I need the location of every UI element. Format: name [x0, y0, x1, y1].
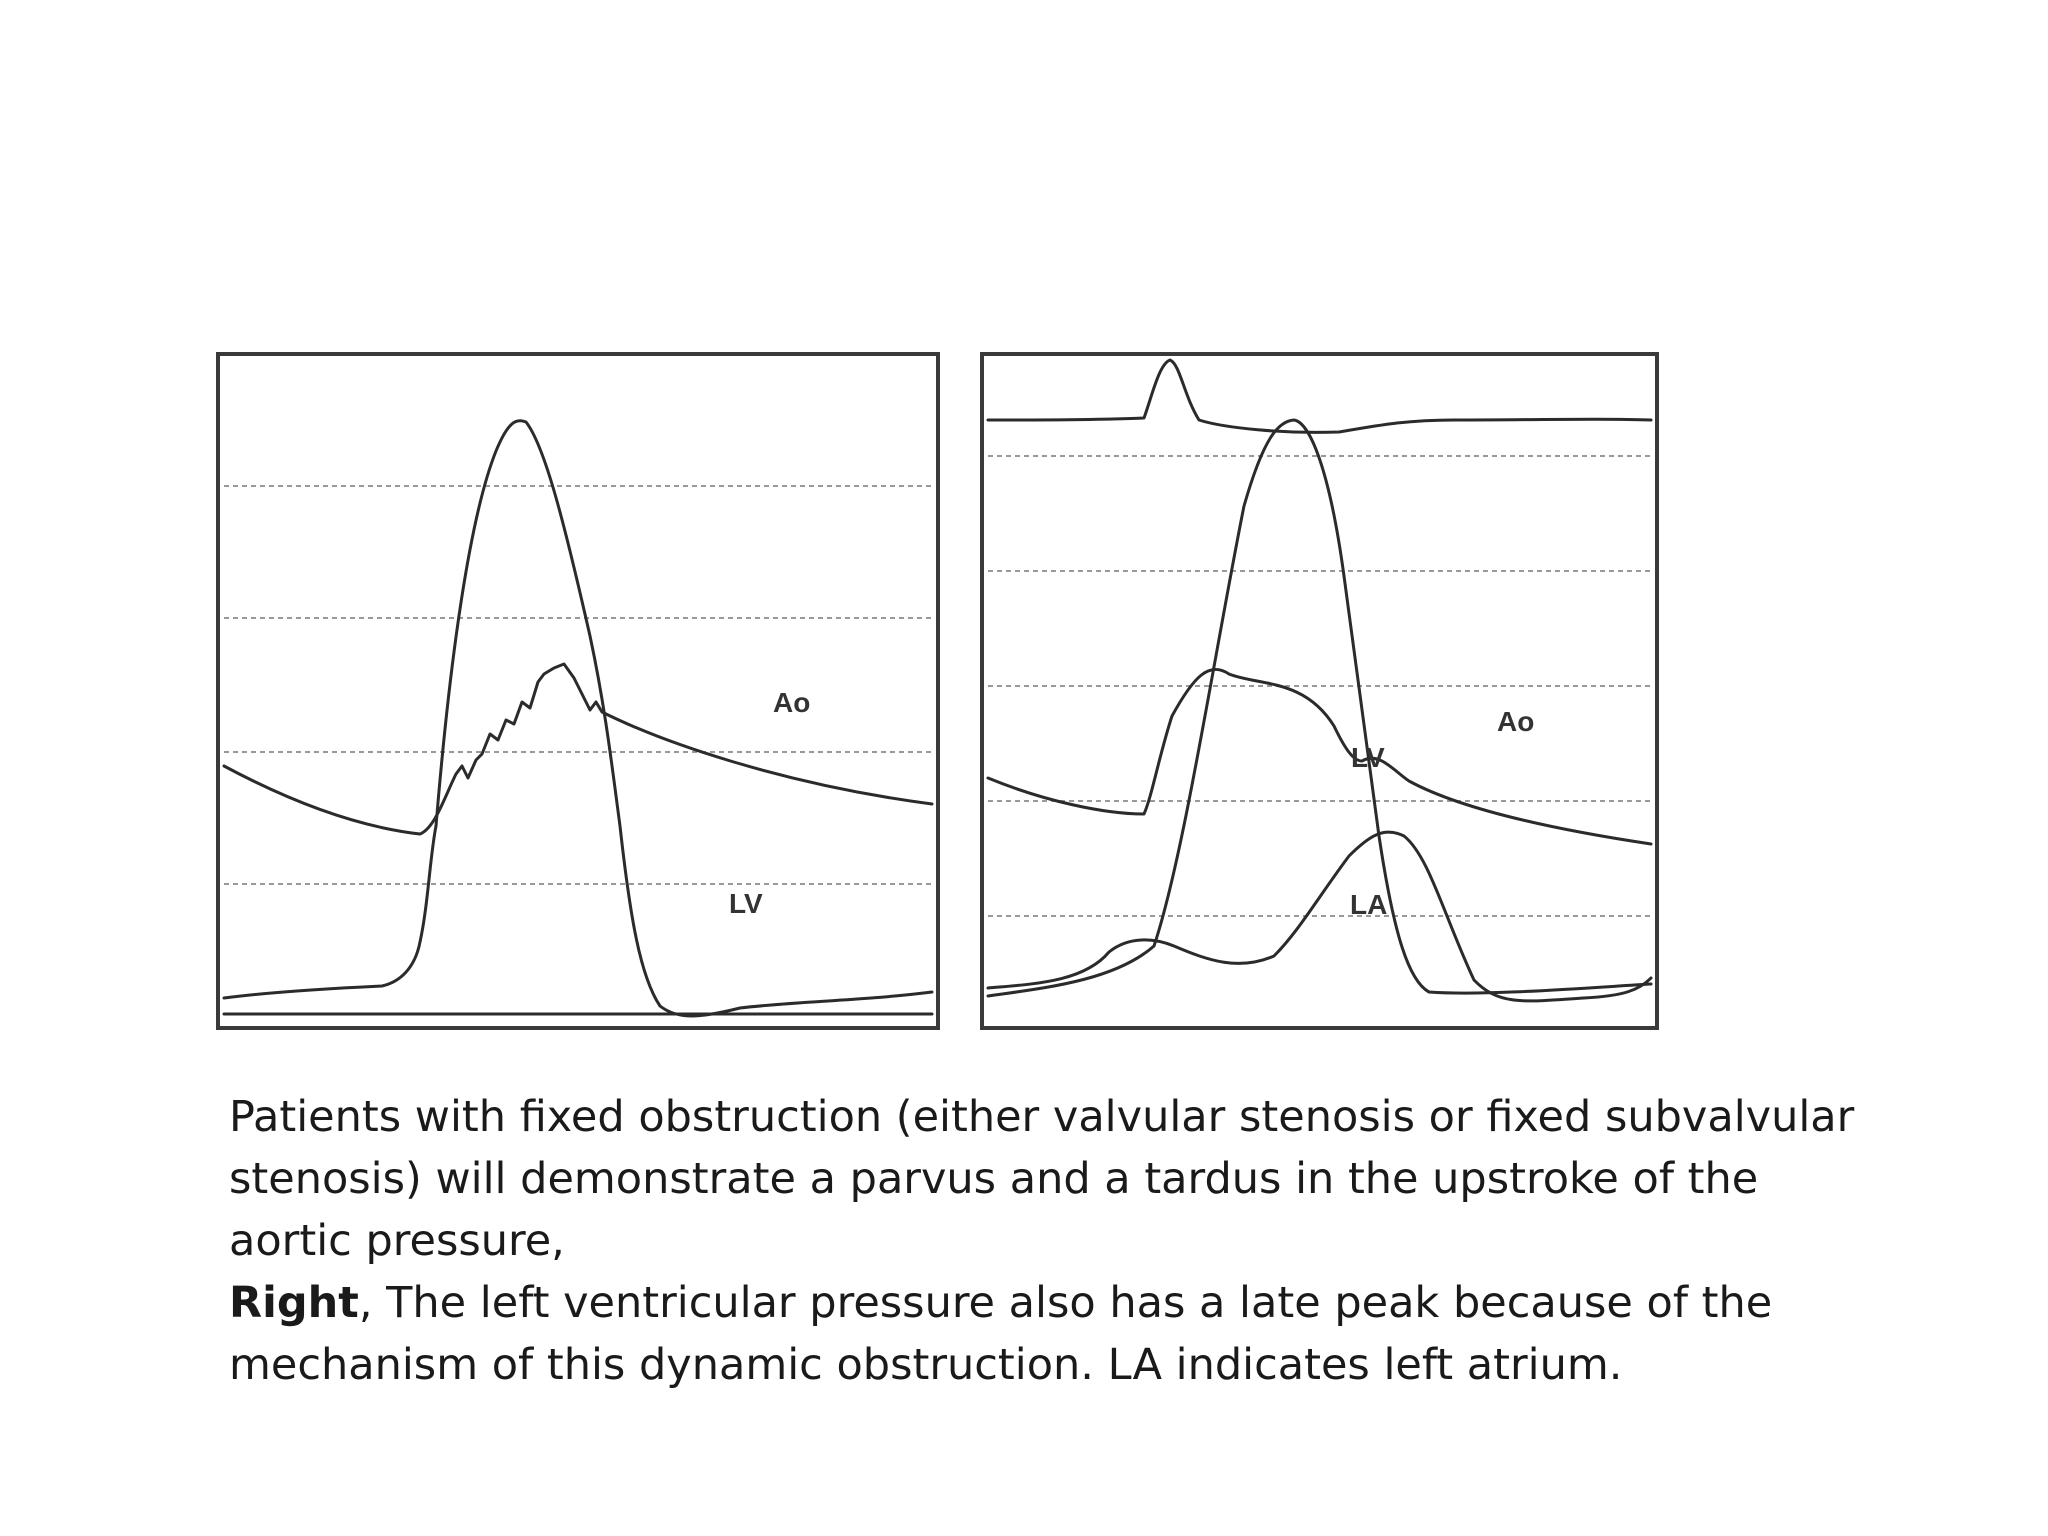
caption-paragraph-1: Patients with fixed obstruction (either … [229, 1092, 1855, 1266]
la-pressure-curve [986, 830, 1653, 1003]
left-ao-label: Ao [773, 687, 811, 718]
right-pressure-tracing-panel: Ao LV LA [980, 352, 1659, 1030]
caption-paragraph-2: Right, The left ventricular pressure als… [229, 1272, 1879, 1396]
caption-bold-term: Right [229, 1278, 359, 1328]
right-pressure-tracing-plot [986, 358, 1653, 1003]
lv-pressure-curve [222, 419, 934, 1018]
ecg-trace [986, 358, 1653, 434]
caption-paragraph-2-text: , The left ventricular pressure also has… [229, 1278, 1773, 1390]
right-la-label: LA [1350, 889, 1388, 920]
right-lv-label: LV [1351, 742, 1385, 773]
left-pressure-tracing-panel: Ao LV [216, 352, 940, 1030]
ao-pressure-curve [222, 662, 934, 836]
figure-caption: Patients with fixed obstruction (either … [229, 1086, 1879, 1396]
ao-pressure-curve [986, 668, 1653, 846]
right-ao-label: Ao [1497, 706, 1535, 737]
lv-pressure-curve [986, 418, 1653, 998]
left-pressure-tracing-plot [222, 419, 934, 1018]
left-lv-label: LV [729, 888, 763, 919]
